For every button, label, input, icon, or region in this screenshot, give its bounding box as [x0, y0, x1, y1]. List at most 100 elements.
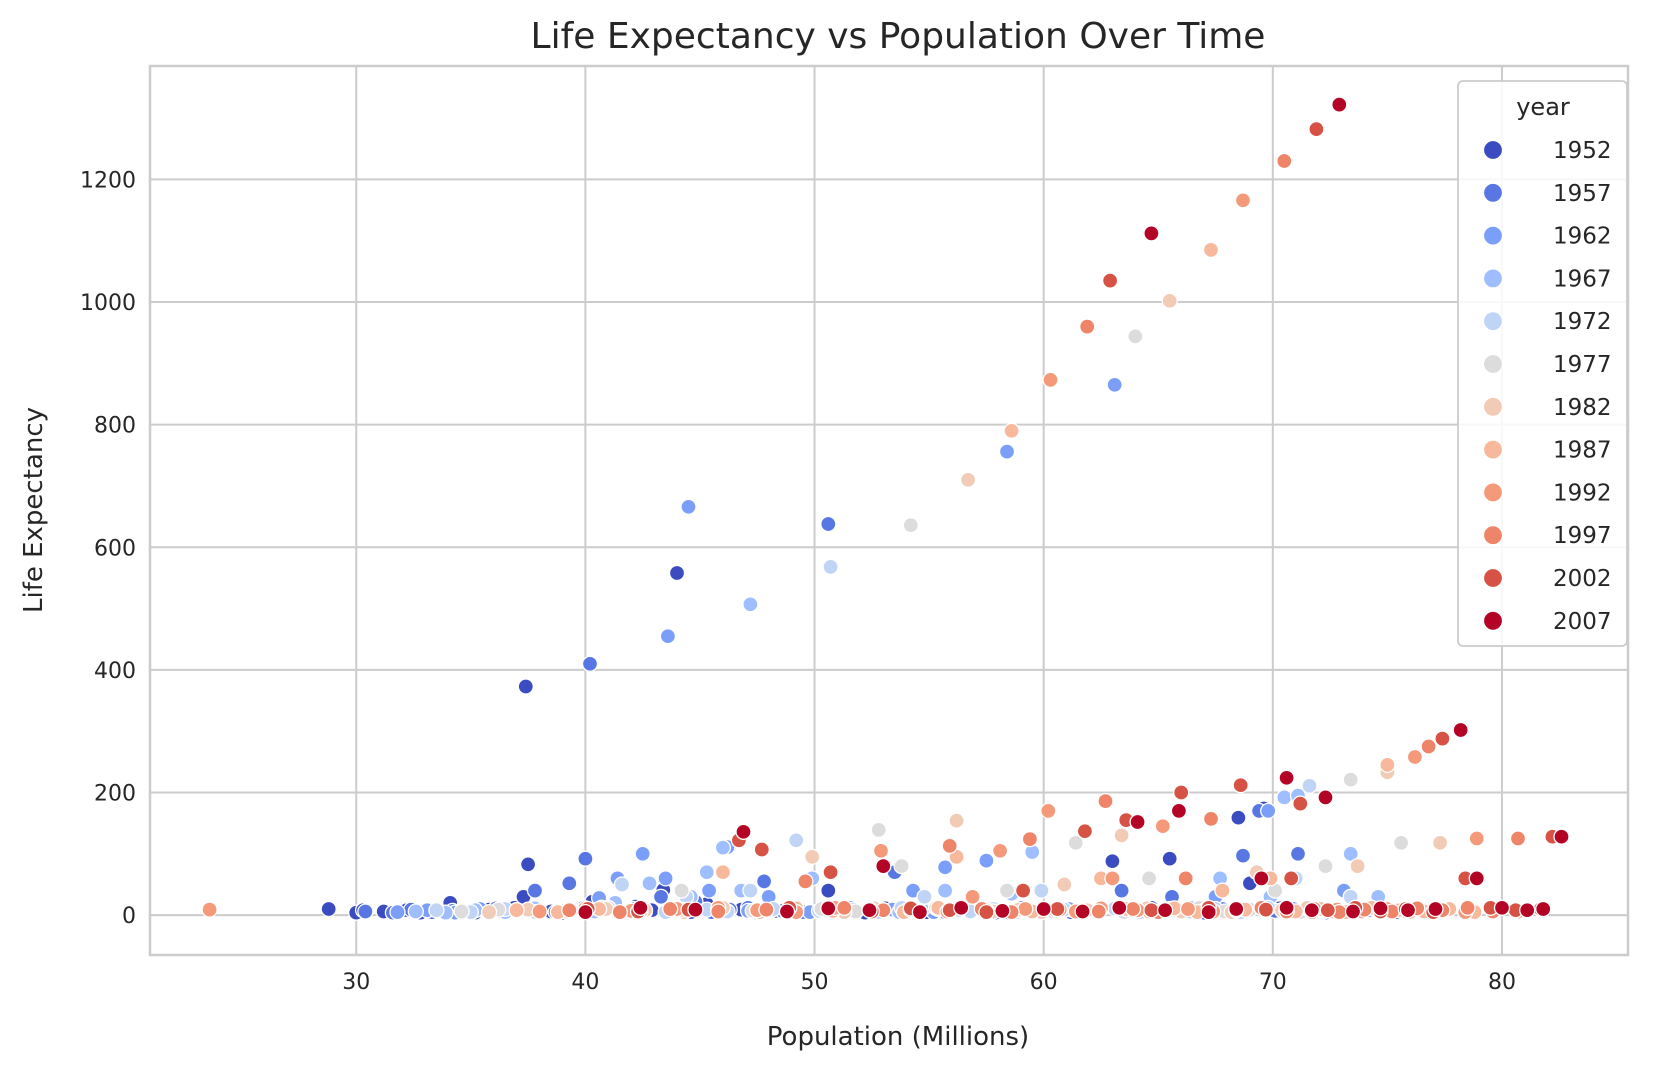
- point-1977: [1127, 328, 1144, 345]
- point-1992: [1468, 830, 1485, 847]
- legend-label: 1957: [1553, 181, 1612, 207]
- x-tick-label: 80: [1488, 970, 1516, 995]
- point-1957: [755, 873, 773, 890]
- point-1997: [611, 903, 628, 921]
- point-1957: [581, 655, 599, 672]
- point-1997: [1202, 810, 1220, 828]
- point-1962: [978, 852, 995, 869]
- point-1962: [936, 859, 954, 876]
- point-1997: [1420, 738, 1437, 755]
- point-1997: [1097, 792, 1114, 810]
- point-1982: [804, 848, 821, 866]
- point-1962: [700, 882, 718, 899]
- point-1997: [1090, 903, 1107, 920]
- point-1952: [668, 564, 686, 582]
- point-1992: [1406, 748, 1424, 766]
- point-2007: [1399, 902, 1417, 919]
- point-2007: [1228, 900, 1245, 918]
- legend-title: year: [1516, 93, 1570, 121]
- point-2002: [1434, 730, 1451, 747]
- y-tick-label: 0: [122, 904, 136, 929]
- point-1952: [1161, 850, 1178, 867]
- point-1977: [1317, 857, 1334, 875]
- legend-label: 2002: [1553, 566, 1612, 592]
- point-1992: [1234, 192, 1252, 209]
- point-1957: [577, 850, 594, 867]
- point-2002: [1292, 795, 1309, 812]
- point-2007: [1035, 900, 1052, 918]
- legend-item-2002: 2002: [1482, 566, 1612, 592]
- legend-label: 1962: [1553, 224, 1612, 250]
- point-2007: [875, 857, 892, 875]
- legend-marker: [1482, 268, 1504, 289]
- point-1977: [453, 903, 470, 920]
- point-2002: [1049, 900, 1066, 918]
- point-2007: [778, 903, 796, 920]
- legend-label: 2007: [1553, 609, 1612, 635]
- point-1952: [1104, 853, 1121, 870]
- point-2007: [1535, 900, 1552, 918]
- legend-marker: [1482, 525, 1504, 546]
- point-1997: [1021, 830, 1039, 848]
- point-2007: [1303, 902, 1320, 919]
- point-2007: [1468, 870, 1485, 887]
- point-1972: [613, 876, 631, 893]
- point-1977: [893, 857, 910, 875]
- legend-marker: [1482, 439, 1504, 460]
- point-2002: [1257, 901, 1275, 918]
- legend-item-1957: 1957: [1482, 181, 1612, 207]
- y-tick-label: 1200: [80, 168, 136, 193]
- point-2002: [1173, 784, 1190, 801]
- point-1992: [201, 901, 218, 918]
- point-1977: [870, 821, 887, 839]
- point-1982: [480, 903, 498, 921]
- point-1962: [1260, 802, 1277, 820]
- point-2002: [1143, 902, 1160, 919]
- legend-item-1972: 1972: [1482, 309, 1612, 335]
- point-1952: [517, 678, 534, 695]
- legend-item-1967: 1967: [1482, 266, 1612, 292]
- point-1982: [948, 812, 965, 829]
- point-2007: [735, 823, 752, 840]
- point-2007: [1200, 903, 1217, 921]
- point-2007: [1143, 225, 1160, 242]
- point-1957: [561, 875, 578, 892]
- point-1977: [1067, 834, 1084, 851]
- point-2007: [687, 901, 704, 918]
- point-1952: [519, 856, 537, 873]
- point-1987: [1214, 882, 1231, 899]
- point-2007: [1170, 802, 1188, 820]
- legend-marker: [1482, 139, 1504, 161]
- point-1982: [1431, 834, 1449, 851]
- y-tick-label: 200: [94, 782, 136, 807]
- point-2007: [1519, 902, 1536, 919]
- point-2007: [1331, 96, 1348, 113]
- point-1992: [964, 888, 981, 905]
- point-2007: [953, 899, 970, 916]
- point-1987: [714, 864, 732, 881]
- point-1957: [1289, 845, 1307, 862]
- legend-box: [1457, 80, 1628, 647]
- point-1992: [872, 842, 890, 859]
- point-1962: [1106, 376, 1123, 393]
- point-1997: [1124, 900, 1142, 918]
- point-1967: [641, 875, 658, 892]
- point-2007: [1111, 899, 1128, 916]
- point-2002: [822, 864, 839, 881]
- point-1977: [673, 882, 690, 899]
- point-1977: [902, 517, 919, 534]
- point-2007: [1129, 813, 1146, 831]
- point-1997: [1177, 870, 1194, 887]
- point-1957: [526, 882, 544, 899]
- x-axis-label: Population (Millions): [767, 1022, 1029, 1052]
- point-1977: [998, 882, 1016, 899]
- x-tick-label: 70: [1259, 970, 1287, 995]
- point-1977: [1140, 870, 1158, 887]
- legend: year 1952 1957 1962 1967 1972 1977 1982 1987 199…: [1457, 80, 1628, 647]
- point-1972: [1033, 882, 1050, 899]
- legend-marker: [1482, 311, 1504, 332]
- data-points: [201, 96, 1570, 921]
- y-tick-label: 800: [94, 414, 136, 439]
- point-1997: [1079, 318, 1096, 335]
- legend-item-1997: 1997: [1482, 523, 1612, 549]
